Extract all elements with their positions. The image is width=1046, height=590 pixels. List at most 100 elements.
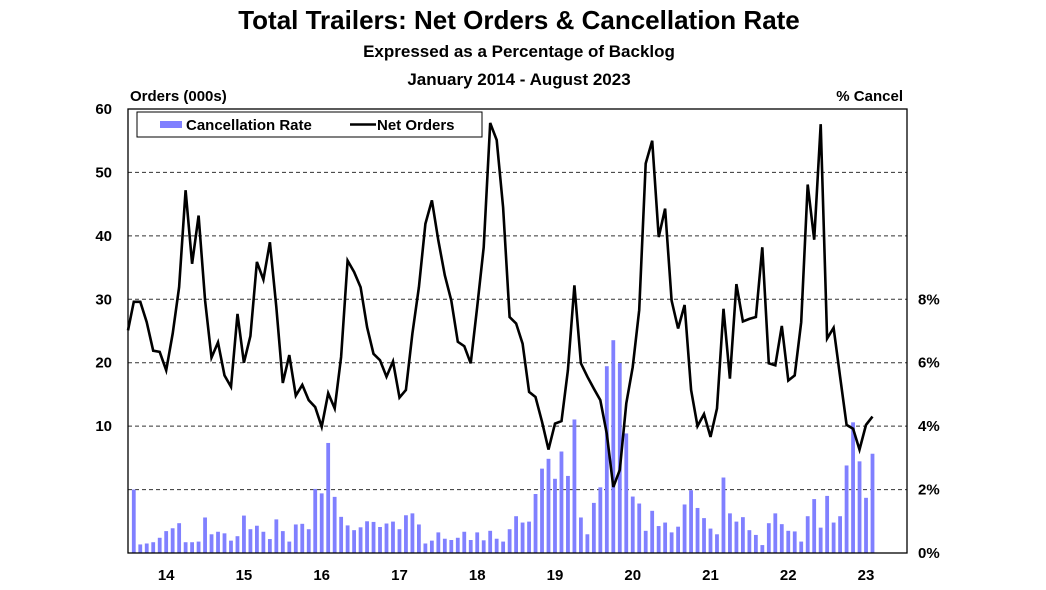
cancellation-bar	[196, 541, 201, 553]
legend-box	[136, 111, 483, 138]
left-tick-label: 30	[95, 291, 112, 308]
cancellation-bar	[825, 495, 830, 553]
cancellation-bar	[682, 504, 687, 553]
right-axis-ticks: 8% 6% 4% 2% 0%	[918, 291, 940, 562]
cancellation-bar	[870, 453, 875, 553]
cancellation-bar	[274, 519, 279, 553]
gridlines	[128, 171, 907, 491]
left-tick-label: 60	[95, 101, 112, 118]
cancellation-bar	[345, 525, 350, 553]
chart-subtitle: Expressed as a Percentage of Backlog	[363, 42, 675, 61]
cancellation-bar	[507, 529, 512, 553]
x-tick-label: 22	[780, 567, 797, 584]
cancellation-bar	[242, 515, 246, 553]
cancellation-bar	[397, 529, 402, 553]
cancellation-bar	[313, 488, 318, 553]
cancellation-bar	[676, 526, 680, 553]
cancellation-bar	[721, 477, 726, 553]
cancellation-bar	[760, 545, 765, 553]
x-tick-label: 17	[391, 567, 408, 584]
cancellation-bar	[540, 468, 544, 553]
cancellation-bar	[494, 538, 499, 553]
cancellation-bar	[572, 419, 577, 553]
cancellation-bar	[857, 461, 862, 553]
cancellation-bar	[255, 525, 259, 553]
cancellation-bar	[715, 534, 719, 553]
cancellation-bar	[300, 523, 305, 553]
left-axis-ticks: 60 50 40 30 20 10	[95, 101, 112, 435]
cancellation-bar	[812, 499, 817, 553]
cancellation-bar	[637, 503, 642, 553]
cancellation-bar	[643, 530, 648, 553]
x-axis-ticks: 14 15 16 17 18 19 20 21 22 23	[158, 567, 875, 584]
cancellation-bar	[630, 496, 635, 553]
cancellation-bar	[604, 366, 609, 553]
right-tick-label: 2%	[918, 482, 940, 499]
cancellation-bar	[753, 534, 758, 553]
cancellation-bar	[669, 532, 674, 553]
cancellation-bar	[332, 496, 337, 553]
cancellation-bar	[514, 516, 518, 553]
x-tick-label: 23	[858, 567, 875, 584]
cancellation-bar	[267, 539, 272, 553]
cancellation-bar	[209, 534, 214, 553]
cancellation-bar	[663, 522, 668, 553]
legend-swatch-cancellation	[160, 121, 182, 128]
cancellation-bar	[805, 516, 810, 553]
cancellation-bar	[429, 540, 434, 553]
legend: Cancellation Rate Net Orders	[136, 111, 483, 138]
cancellation-bar	[462, 531, 467, 553]
cancellation-bar	[455, 537, 460, 553]
right-tick-label: 8%	[918, 291, 940, 308]
cancellation-bar	[261, 531, 266, 553]
cancellation-bar	[591, 502, 596, 553]
cancellation-bar	[501, 541, 506, 553]
chart-title: Total Trailers: Net Orders & Cancellatio…	[238, 5, 800, 35]
cancellation-bar	[442, 538, 447, 553]
net-orders-line	[126, 122, 874, 488]
cancellation-bar	[216, 531, 220, 553]
cancellation-bar	[585, 534, 590, 553]
cancellation-bar	[533, 494, 538, 553]
cancellation-bar	[844, 465, 849, 553]
legend-label-cancellation: Cancellation Rate	[186, 117, 312, 134]
right-tick-label: 0%	[918, 545, 940, 562]
cancellation-bar	[741, 517, 745, 553]
cancellation-bar	[650, 510, 655, 553]
cancellation-bar	[423, 543, 428, 553]
cancellation-bar	[352, 530, 356, 553]
cancellation-bar	[656, 526, 661, 553]
cancellation-bar	[358, 527, 363, 553]
left-tick-label: 20	[95, 355, 112, 372]
left-tick-label: 10	[95, 418, 112, 435]
cancellation-bar	[203, 517, 207, 553]
cancellation-bar	[417, 524, 421, 553]
cancellation-bars	[131, 340, 875, 553]
cancellation-bar	[579, 517, 583, 553]
cancellation-bar	[566, 475, 570, 553]
cancellation-bar	[488, 530, 493, 553]
cancellation-bar	[831, 522, 836, 553]
cancellation-bar	[222, 533, 227, 553]
right-axis-label: % Cancel	[836, 88, 903, 105]
cancellation-bar	[177, 523, 182, 553]
cancellation-bar	[339, 516, 344, 553]
cancellation-bar	[190, 542, 194, 553]
cancellation-bar	[164, 531, 169, 553]
cancellation-bar	[235, 536, 240, 553]
cancellation-bar	[546, 458, 551, 553]
cancellation-bar	[728, 513, 732, 553]
cancellation-bar	[248, 529, 253, 553]
cancellation-bar	[773, 513, 778, 553]
cancellation-bar	[138, 544, 143, 553]
cancellation-bar	[378, 526, 382, 553]
cancellation-bar	[553, 478, 557, 553]
x-tick-label: 18	[469, 567, 486, 584]
x-tick-label: 21	[702, 567, 719, 584]
cancellation-bar	[391, 521, 395, 553]
cancellation-bar	[306, 529, 311, 553]
right-tick-label: 4%	[918, 418, 940, 435]
cancellation-bar	[293, 524, 298, 553]
cancellation-bar	[280, 531, 285, 553]
